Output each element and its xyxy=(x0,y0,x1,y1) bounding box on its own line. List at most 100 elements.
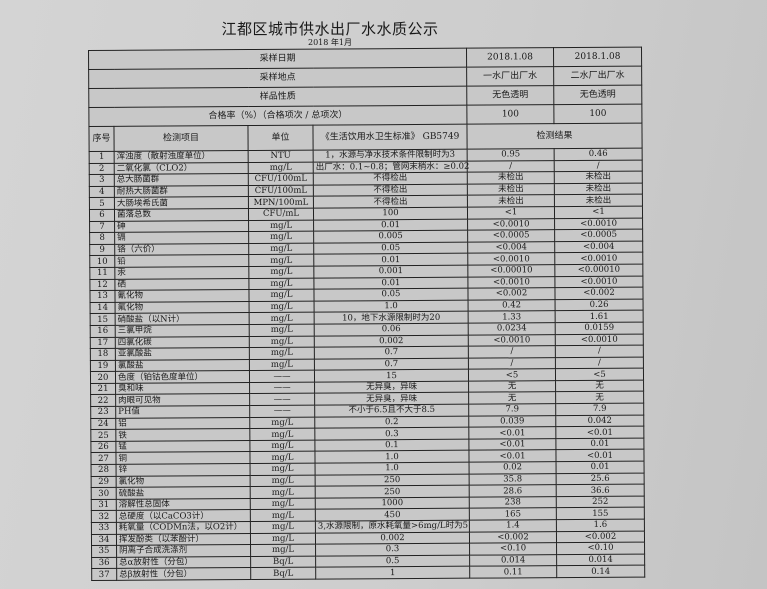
row-item: 锰 xyxy=(115,440,250,453)
row-result-1: <0.0010 xyxy=(468,334,556,347)
row-no: 12 xyxy=(89,278,115,291)
row-no: 31 xyxy=(91,499,117,511)
row-no: 18 xyxy=(90,348,116,361)
row-item: 氰化物 xyxy=(114,289,250,303)
row-standard: 450 xyxy=(315,508,470,522)
row-result-1: <5 xyxy=(468,368,556,382)
row-standard: 1000 xyxy=(315,496,470,510)
row-result-2: 无 xyxy=(555,379,644,393)
row-result-1: <0.01 xyxy=(468,426,556,440)
row-result-2: <0.002 xyxy=(556,530,645,543)
row-no: 28 xyxy=(91,464,117,477)
row-standard: 出厂水：0.1~0.8；管网末梢水：≥0.02 xyxy=(313,160,469,174)
row-unit: —— xyxy=(249,370,315,383)
row-result-2: <0.01 xyxy=(555,426,644,439)
row-unit: CFU/mL xyxy=(248,208,314,221)
row-result-1: 238 xyxy=(469,496,557,509)
row-no: 7 xyxy=(89,220,115,233)
row-no: 5 xyxy=(89,197,115,210)
row-item: 氟化物 xyxy=(115,301,250,314)
row-result-2: <0.0010 xyxy=(554,217,643,230)
row-standard: 15 xyxy=(314,369,469,382)
row-result-1: 0.95 xyxy=(467,148,555,161)
row-no: 35 xyxy=(91,545,117,558)
row-item: 臭和味 xyxy=(115,382,250,395)
row-no: 32 xyxy=(91,510,117,523)
row-no: 34 xyxy=(91,533,117,546)
row-item: 浑浊度（散射浊度单位） xyxy=(114,150,249,163)
row-item: 氯酸盐 xyxy=(115,359,250,372)
row-unit: mg/L xyxy=(250,463,316,476)
row-unit: mg/L xyxy=(249,439,315,452)
row-result-2: 未检出 xyxy=(554,171,643,184)
row-result-1: <0.0010 xyxy=(467,218,555,231)
row-result-2: 0.042 xyxy=(555,414,644,427)
row-result-1: <0.00010 xyxy=(467,264,555,277)
row-item: 色度（铂钴色度单位） xyxy=(115,370,250,384)
row-result-2: <0.00010 xyxy=(554,264,643,277)
row-unit: mg/L xyxy=(249,312,315,325)
row-result-2: <0.0010 xyxy=(554,252,643,265)
row-result-1: 无 xyxy=(468,380,556,393)
row-result-2: 未检出 xyxy=(554,182,643,196)
row-item: 铬（六价） xyxy=(114,243,249,256)
row-standard: 不得检出 xyxy=(313,195,468,209)
row-result-1: 未检出 xyxy=(467,183,555,196)
row-result-2: 25.6 xyxy=(556,472,645,485)
row-result-1: / xyxy=(468,345,556,358)
row-no: 30 xyxy=(91,487,117,500)
row-result-1: <0.002 xyxy=(469,531,557,544)
row-result-2: / xyxy=(555,356,644,369)
row-unit: mg/L xyxy=(249,335,315,348)
summary-value-2: 2018.1.08 xyxy=(553,47,642,67)
row-item: 肉眼可见物 xyxy=(115,393,250,407)
water-quality-table: 采样日期 2018.1.08 2018.1.08 采样地点 一水厂出厂水 二水厂出… xyxy=(88,47,645,581)
row-unit: mg/L xyxy=(250,544,316,557)
row-standard: 不得检出 xyxy=(313,183,468,197)
row-no: 26 xyxy=(90,441,116,453)
row-item: 大肠埃希氏菌 xyxy=(114,196,249,210)
row-standard: 0.05 xyxy=(313,288,469,301)
summary-label: 合格率（%）（合格项次 / 总项次） xyxy=(88,105,467,127)
row-result-1: <0.0010 xyxy=(467,252,555,266)
row-item: 硝酸盐（以N计） xyxy=(115,312,250,326)
row-standard: 0.7 xyxy=(314,346,469,359)
row-result-2: <0.01 xyxy=(555,449,645,462)
row-result-2: 155 xyxy=(556,507,645,520)
row-standard: 0.7 xyxy=(314,357,469,371)
row-item: 镉 xyxy=(114,231,249,245)
row-result-1: <0.0010 xyxy=(467,276,555,289)
row-standard: 不小于6.5且不大于8.5 xyxy=(314,404,469,417)
row-unit: mg/L xyxy=(249,324,315,337)
row-unit: mg/L xyxy=(249,451,316,464)
row-unit: mg/L xyxy=(249,358,315,371)
page-subtitle: 2018 年1月 xyxy=(308,38,352,47)
row-no: 27 xyxy=(90,452,117,465)
row-unit: —— xyxy=(249,405,315,418)
row-unit: mg/L xyxy=(250,509,316,522)
row-item: 锌 xyxy=(116,463,251,476)
row-result-2: <0.10 xyxy=(556,542,645,555)
row-standard: 100 xyxy=(313,207,468,220)
row-result-1: / xyxy=(468,357,556,370)
row-item: 总硬度（以CaCO3计） xyxy=(116,509,251,523)
row-item: 总α放射性（分包） xyxy=(116,556,251,569)
header-unit: 单位 xyxy=(247,125,314,151)
row-item: 氯化物 xyxy=(116,475,251,488)
row-no: 22 xyxy=(90,394,116,407)
row-no: 21 xyxy=(90,383,116,395)
summary-label: 采样地点 xyxy=(88,67,467,89)
row-item: 硒 xyxy=(114,278,249,291)
row-standard: 0.001 xyxy=(313,265,468,278)
row-standard: 1 xyxy=(315,566,470,580)
row-unit: mg/L xyxy=(248,231,314,244)
row-no: 23 xyxy=(90,406,116,419)
row-item: 三氯甲烷 xyxy=(115,324,250,337)
row-no: 24 xyxy=(90,417,116,430)
row-unit: mg/L xyxy=(248,277,314,290)
row-item: 菌落总数 xyxy=(114,208,249,221)
row-result-1: 0.039 xyxy=(468,415,556,428)
row-unit: mg/L xyxy=(249,416,315,429)
row-result-2: 无 xyxy=(555,391,644,404)
